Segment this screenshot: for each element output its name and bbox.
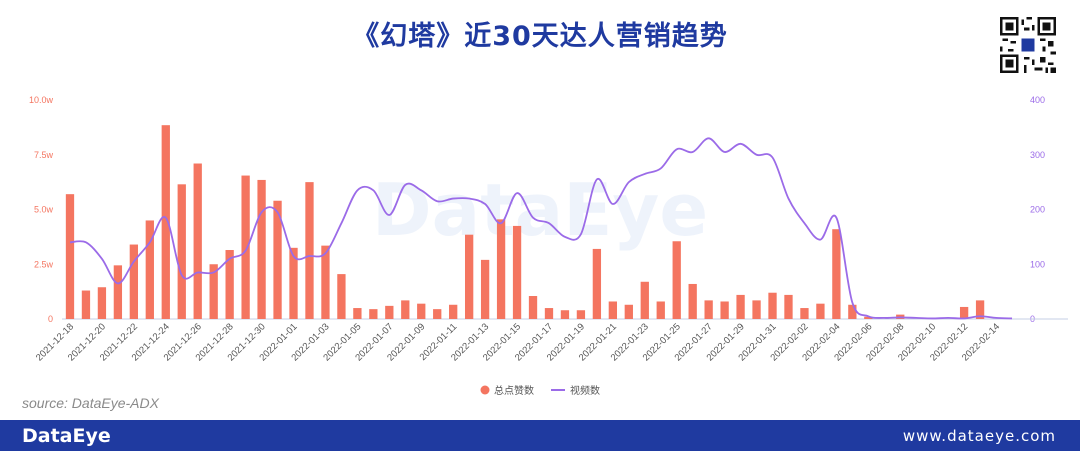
bar-2021-12-28 (225, 250, 234, 319)
bar-2021-12-20 (97, 287, 107, 319)
bar-2021-12-23 (145, 220, 154, 319)
bar-2022-02-13 (975, 300, 985, 319)
y-left-tick-label: 5.0w (34, 205, 54, 215)
bar-2022-01-08 (401, 300, 410, 319)
line-series-video-count (69, 137, 1013, 320)
bar-2021-12-27 (209, 264, 218, 319)
y-left-tick-label: 10.0w (29, 95, 54, 105)
bar-2022-01-17 (544, 308, 554, 319)
bar-2022-01-22 (624, 304, 633, 319)
bar-2022-01-11 (449, 304, 458, 319)
bar-2022-01-30 (752, 300, 761, 319)
bar-2022-01-10 (433, 309, 442, 319)
y-right-tick-label: 200 (1030, 205, 1045, 215)
footer-website: www.dataeye.com (902, 427, 1056, 445)
footer-bar: DataEye www.dataeye.com (0, 420, 1080, 451)
bar-2022-01-14 (496, 219, 506, 319)
bar-2022-01-19 (576, 310, 586, 319)
bar-2022-01-04 (337, 274, 346, 319)
bar-2021-12-29 (241, 175, 250, 319)
bar-2022-02-06 (864, 316, 873, 319)
bar-2022-01-20 (592, 248, 602, 319)
bar-2022-01-26 (688, 283, 697, 319)
trend-chart: DataEye02.5w5.0w7.5w10.0w010020030040020… (29, 95, 1068, 397)
bar-2022-01-24 (656, 301, 665, 319)
bar-2021-12-30 (257, 179, 266, 319)
bar-2022-01-03 (321, 245, 330, 319)
y-left-tick-label: 7.5w (34, 150, 54, 160)
bar-2021-12-19 (81, 290, 91, 319)
bar-2022-01-02 (305, 182, 314, 319)
bar-2022-01-01 (289, 247, 298, 319)
bar-2021-12-25 (177, 184, 186, 319)
y-right-tick-label: 400 (1030, 95, 1045, 105)
bar-2022-02-02 (800, 308, 809, 319)
legend-marker-likes (480, 385, 490, 395)
bar-2021-12-26 (193, 163, 202, 319)
source-note: source: DataEye-ADX (22, 395, 159, 411)
bar-2022-01-12 (464, 234, 474, 319)
bar-2022-01-05 (353, 308, 362, 319)
bar-2022-01-25 (672, 241, 681, 319)
bar-2022-01-18 (560, 310, 570, 319)
bar-2022-01-13 (480, 259, 490, 319)
bar-2022-01-31 (768, 292, 777, 319)
legend-label-videos: 视频数 (570, 384, 600, 397)
bar-2022-02-05 (848, 304, 857, 319)
bar-2022-02-01 (784, 294, 793, 319)
bar-2022-02-12 (959, 306, 969, 319)
bar-2022-01-07 (385, 305, 394, 319)
y-right-tick-label: 300 (1030, 150, 1045, 160)
bar-2022-01-15 (512, 225, 522, 319)
bar-2022-02-04 (832, 229, 841, 319)
y-left-tick-label: 0 (48, 314, 53, 324)
bar-2022-02-03 (816, 303, 825, 319)
bar-2022-01-23 (640, 281, 649, 319)
bar-2021-12-18 (65, 194, 75, 319)
bar-2022-01-09 (417, 303, 426, 319)
bar-2022-01-06 (369, 309, 378, 319)
bar-2022-01-16 (528, 296, 538, 319)
y-right-tick-label: 100 (1030, 259, 1045, 269)
footer-brand-logo: DataEye (22, 425, 111, 447)
qr-code-icon (1000, 17, 1056, 73)
bar-2022-01-29 (736, 294, 745, 319)
legend-label-likes: 总点赞数 (494, 384, 534, 397)
bar-2022-01-28 (720, 301, 729, 319)
bar-2022-01-21 (608, 301, 618, 319)
watermark-text: DataEye (372, 168, 708, 252)
bar-2022-01-27 (704, 300, 713, 319)
page-title: 《幻塔》近30天达人营销趋势 (352, 21, 728, 52)
bar-2021-12-24 (161, 125, 170, 319)
bar-2021-12-31 (273, 200, 282, 319)
y-left-tick-label: 2.5w (34, 259, 54, 269)
bar-2021-12-22 (129, 244, 139, 319)
bar-2021-12-21 (113, 265, 123, 319)
